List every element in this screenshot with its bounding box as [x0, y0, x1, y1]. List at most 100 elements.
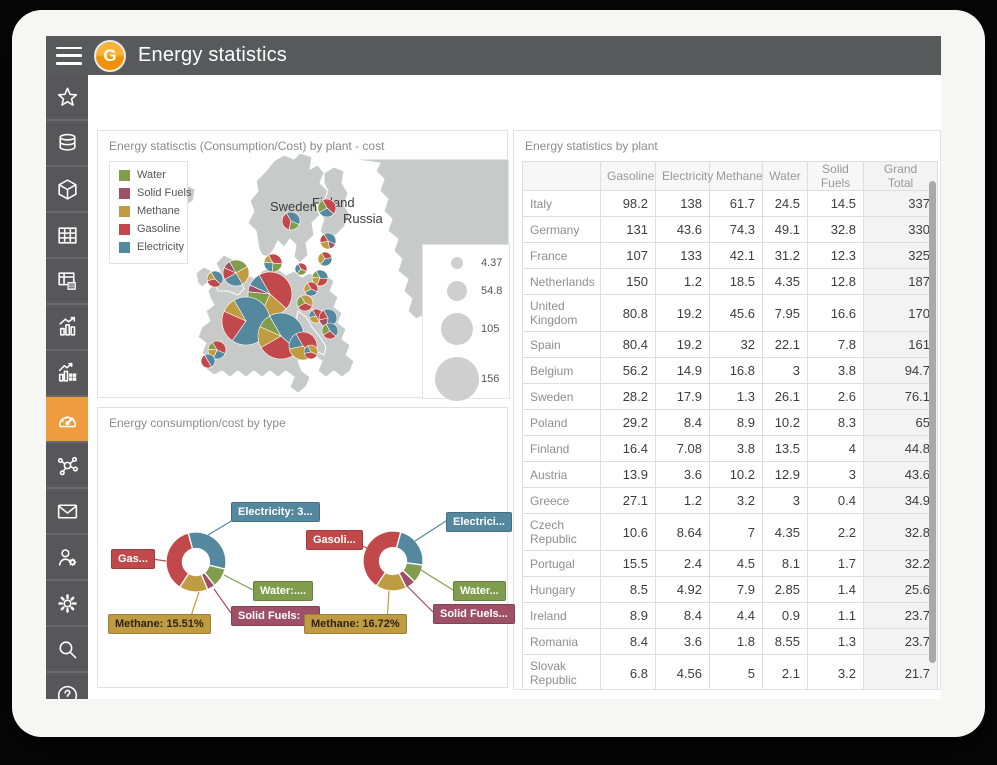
table-row[interactable]: Italy 98.2 138 61.7 24.5 14.5 337 — [522, 190, 938, 217]
column-header[interactable] — [522, 161, 601, 191]
table-row[interactable]: Austria 13.9 3.6 10.2 12.9 3 43.6 — [522, 461, 938, 488]
slice-gasoline[interactable] — [322, 198, 337, 215]
column-header[interactable]: Methane — [709, 161, 763, 191]
plant-pie-marker[interactable] — [263, 253, 283, 273]
slice-electricity[interactable] — [308, 309, 317, 318]
sidebar-item-combo-chart[interactable] — [46, 351, 88, 395]
column-header[interactable]: Water — [762, 161, 808, 191]
plant-pie-marker[interactable] — [200, 353, 216, 369]
table-row[interactable]: Netherlands 150 1.2 18.5 4.35 12.8 187 — [522, 268, 938, 295]
table-cell: 8.9 — [709, 409, 763, 436]
table-row[interactable]: Sweden 28.2 17.9 1.3 26.1 2.6 76.1 — [522, 383, 938, 410]
plant-pie-marker[interactable] — [281, 211, 301, 231]
map-pie-markers[interactable] — [98, 131, 509, 399]
slice-gasoline[interactable] — [319, 233, 329, 244]
sidebar-item-settings[interactable] — [46, 581, 88, 625]
table-scrollbar[interactable] — [929, 181, 936, 663]
column-header[interactable]: Electricity — [655, 161, 713, 191]
plant-pie-marker[interactable] — [319, 232, 337, 250]
sidebar-item-search[interactable] — [46, 627, 88, 671]
hamburger-menu-icon[interactable] — [56, 46, 82, 65]
slice-gasoline[interactable] — [212, 340, 227, 355]
slice-gasoline[interactable] — [200, 354, 212, 369]
slice-electricity[interactable] — [187, 531, 227, 570]
slice-methane[interactable] — [300, 294, 314, 307]
slice-water[interactable] — [296, 295, 306, 308]
slice-methane[interactable] — [223, 299, 247, 322]
table-row[interactable]: Poland 29.2 8.4 8.9 10.2 8.3 65 — [522, 409, 938, 436]
plant-pie-marker[interactable] — [303, 281, 319, 297]
plant-pie-marker[interactable] — [321, 322, 339, 340]
slice-methane[interactable] — [317, 252, 326, 265]
table-row[interactable]: Belgium 56.2 14.9 16.8 3 3.8 94.7 — [522, 357, 938, 384]
slice-water[interactable] — [207, 341, 218, 351]
table-row[interactable]: Greece 27.1 1.2 3.2 3 0.4 34.9 — [522, 487, 938, 514]
table-row[interactable]: Germany 131 43.6 74.3 49.1 32.8 330 — [522, 216, 938, 243]
plant-pie-marker[interactable] — [206, 270, 224, 288]
slice-solid_fuels[interactable] — [223, 261, 237, 274]
table-row[interactable]: Czech Republic 10.6 8.64 7 4.35 2.2 32.8 — [522, 513, 938, 551]
slice-electricity[interactable] — [395, 531, 424, 566]
slice-gasoline[interactable] — [362, 530, 402, 587]
table-cell: 32.8 — [807, 216, 864, 243]
app-window: G Energy statistics Energy statisctis (C… — [46, 36, 941, 699]
slice-methane[interactable] — [206, 271, 216, 282]
table-row[interactable]: United Kingdom 80.8 19.2 45.6 7.95 16.6 170 — [522, 294, 938, 332]
slice-gasoline[interactable] — [318, 309, 329, 321]
plant-pie-marker[interactable] — [317, 198, 337, 218]
slice-electricity[interactable] — [249, 274, 271, 295]
plant-pie-marker[interactable] — [296, 294, 314, 312]
sidebar-item-mail[interactable] — [46, 489, 88, 533]
column-header[interactable]: Gasoline — [600, 161, 656, 191]
slice-electricity[interactable] — [323, 232, 337, 245]
sidebar-item-network[interactable] — [46, 443, 88, 487]
slice-electricity[interactable] — [288, 333, 304, 350]
slice-electricity[interactable] — [303, 345, 312, 354]
slice-water[interactable] — [321, 323, 331, 336]
slice-electricity[interactable] — [286, 211, 301, 226]
sidebar-item-gauge[interactable] — [46, 397, 88, 441]
table-row[interactable]: Hungary 8.5 4.92 7.9 2.85 1.4 25.6 — [522, 576, 938, 603]
plant-pie-marker[interactable] — [222, 259, 250, 287]
slice-gasoline[interactable] — [281, 212, 292, 231]
slice-electricity[interactable] — [210, 270, 224, 285]
plant-pie-marker[interactable] — [317, 251, 333, 267]
table-row[interactable]: Spain 80.4 19.2 32 22.1 7.8 161 — [522, 331, 938, 358]
plant-pie-marker[interactable] — [303, 344, 319, 360]
sidebar-item-user-settings[interactable] — [46, 535, 88, 579]
slice-methane[interactable] — [303, 282, 312, 293]
table-cell: 138 — [655, 190, 710, 217]
table-row[interactable]: Romania 8.4 3.6 1.8 8.55 1.3 23.7 — [522, 628, 938, 655]
slice-electricity[interactable] — [325, 322, 339, 337]
table-cell: 2.6 — [807, 383, 864, 410]
slice-water[interactable] — [317, 199, 328, 213]
sidebar-item-database[interactable] — [46, 121, 88, 165]
column-header[interactable]: Solid Fuels — [807, 161, 864, 191]
sidebar-item-help[interactable] — [46, 673, 88, 699]
sidebar-item-bar-chart[interactable] — [46, 305, 88, 349]
slice-water[interactable] — [259, 315, 282, 337]
slice-electricity[interactable] — [263, 261, 274, 273]
donut-charts[interactable] — [98, 408, 509, 689]
sidebar-item-star[interactable] — [46, 75, 88, 119]
sidebar-item-pivot-table[interactable] — [46, 259, 88, 303]
size-value: 105 — [481, 323, 500, 335]
slice-water[interactable] — [311, 270, 321, 279]
table-row[interactable]: Ireland 8.9 8.4 4.4 0.9 1.1 23.7 — [522, 602, 938, 629]
table-cell: 6.8 — [600, 654, 656, 689]
table-row[interactable]: France 107 133 42.1 31.2 12.3 325 — [522, 242, 938, 269]
sidebar-item-table[interactable] — [46, 213, 88, 257]
table-row[interactable]: Slovak Republic 6.8 4.56 5 2.1 3.2 21.7 — [522, 654, 938, 689]
slice-electricity[interactable] — [294, 263, 302, 274]
table-row[interactable]: Portugal 15.5 2.4 4.5 8.1 1.7 32.2 — [522, 550, 938, 577]
slice-water[interactable] — [271, 262, 283, 273]
plant-pie-marker[interactable] — [294, 262, 308, 276]
column-header[interactable]: Grand Total — [863, 161, 938, 191]
slice-gasoline[interactable] — [165, 532, 194, 589]
sidebar-item-cube[interactable] — [46, 167, 88, 211]
slice-gasoline[interactable] — [258, 271, 293, 310]
table-cell: 3.6 — [655, 461, 710, 488]
table-row[interactable]: Finland 16.4 7.08 3.8 13.5 4 44.8 — [522, 435, 938, 462]
slice-methane[interactable] — [263, 254, 274, 264]
slice-electricity[interactable] — [204, 353, 216, 368]
